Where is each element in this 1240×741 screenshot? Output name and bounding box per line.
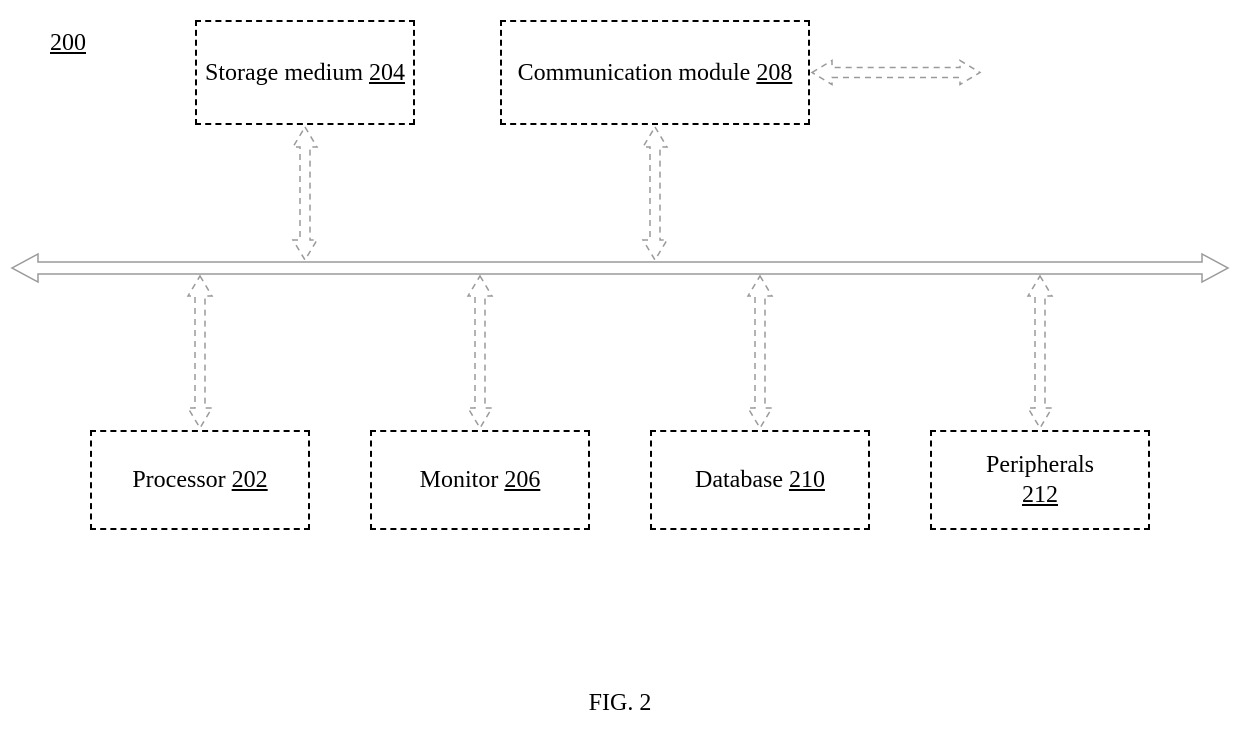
node-ref: 202 — [232, 467, 268, 493]
figure-reference: 200 — [50, 30, 86, 57]
diagram-canvas: 200 Storage medium 204 Communication mod… — [0, 0, 1240, 741]
node-peripherals: Peripherals 212 — [930, 430, 1150, 530]
node-ref: 210 — [789, 467, 825, 493]
node-label: Processor — [132, 467, 225, 493]
node-ref: 206 — [504, 467, 540, 493]
node-processor: Processor 202 — [90, 430, 310, 530]
node-ref: 212 — [1022, 482, 1058, 508]
node-communication-module: Communication module 208 — [500, 20, 810, 125]
figure-caption: FIG. 2 — [0, 690, 1240, 717]
node-monitor: Monitor 206 — [370, 430, 590, 530]
node-label: Peripherals — [986, 452, 1094, 478]
node-label: Database — [695, 467, 783, 493]
node-storage-medium: Storage medium 204 — [195, 20, 415, 125]
node-label: Monitor — [420, 467, 499, 493]
node-label: Communication module — [518, 60, 751, 86]
node-ref: 208 — [756, 60, 792, 86]
node-label: Storage medium — [205, 60, 363, 86]
node-ref: 204 — [369, 60, 405, 86]
node-database: Database 210 — [650, 430, 870, 530]
